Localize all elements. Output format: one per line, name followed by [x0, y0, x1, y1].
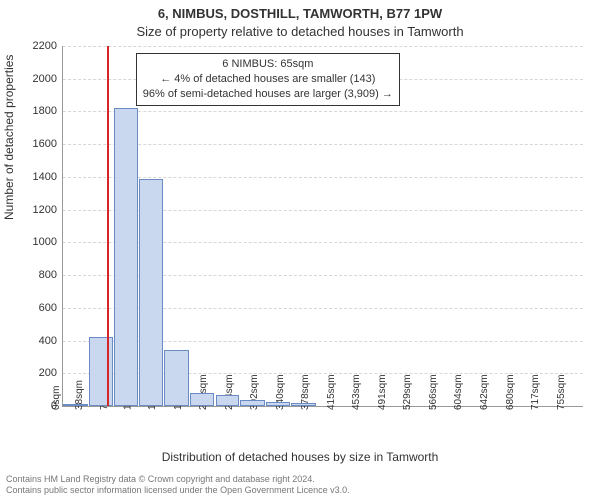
histogram-bar: [190, 393, 215, 406]
y-tick-label: 1200: [33, 204, 57, 216]
footer-attribution: Contains HM Land Registry data © Crown c…: [6, 474, 594, 496]
x-tick-label: 680sqm: [505, 374, 516, 410]
histogram-bar: [266, 402, 291, 406]
x-tick-label: 529sqm: [403, 374, 414, 410]
y-axis-label: Number of detached properties: [2, 55, 16, 220]
x-tick-label: 0sqm: [51, 386, 62, 410]
y-tick-label: 600: [39, 302, 57, 314]
x-tick-label: 453sqm: [352, 374, 363, 410]
gridline: [63, 46, 583, 47]
chart-container: 6, NIMBUS, DOSTHILL, TAMWORTH, B77 1PW S…: [0, 0, 600, 500]
x-tick-label: 415sqm: [326, 374, 337, 410]
y-tick-label: 1000: [33, 236, 57, 248]
y-tick-label: 200: [39, 367, 57, 379]
x-tick-label: 566sqm: [428, 374, 439, 410]
x-tick-label: 717sqm: [530, 374, 541, 410]
y-tick-label: 2200: [33, 40, 57, 52]
y-tick-label: 1800: [33, 105, 57, 117]
chart-title-line2: Size of property relative to detached ho…: [0, 24, 600, 39]
reference-line: [107, 46, 109, 406]
gridline: [63, 144, 583, 145]
annotation-box: 6 NIMBUS: 65sqm ← 4% of detached houses …: [136, 53, 400, 106]
histogram-bar: [114, 108, 138, 406]
chart-title-line1: 6, NIMBUS, DOSTHILL, TAMWORTH, B77 1PW: [0, 6, 600, 21]
y-tick-label: 1400: [33, 171, 57, 183]
plot-area: 0200400600800100012001400160018002000220…: [62, 46, 583, 407]
histogram-bar: [89, 337, 114, 406]
histogram-bar: [139, 179, 164, 406]
y-tick-label: 400: [39, 335, 57, 347]
y-tick-label: 800: [39, 269, 57, 281]
x-tick-label: 642sqm: [479, 374, 490, 410]
x-axis-label: Distribution of detached houses by size …: [0, 450, 600, 464]
histogram-bar: [164, 350, 189, 406]
y-tick-label: 2000: [33, 73, 57, 85]
x-tick-label: 604sqm: [454, 374, 465, 410]
x-tick-label: 755sqm: [556, 374, 567, 410]
annotation-line1: 6 NIMBUS: 65sqm: [143, 57, 393, 72]
annotation-line3: 96% of semi-detached houses are larger (…: [143, 87, 393, 102]
annotation-line2: ← 4% of detached houses are smaller (143…: [143, 72, 393, 87]
footer-line2: Contains public sector information licen…: [6, 485, 594, 496]
x-tick-label: 491sqm: [377, 374, 388, 410]
histogram-bar: [63, 404, 88, 406]
histogram-bar: [216, 395, 240, 406]
histogram-bar: [291, 403, 316, 406]
footer-line1: Contains HM Land Registry data © Crown c…: [6, 474, 594, 485]
histogram-bar: [240, 400, 265, 406]
y-tick-label: 1600: [33, 138, 57, 150]
gridline: [63, 111, 583, 112]
